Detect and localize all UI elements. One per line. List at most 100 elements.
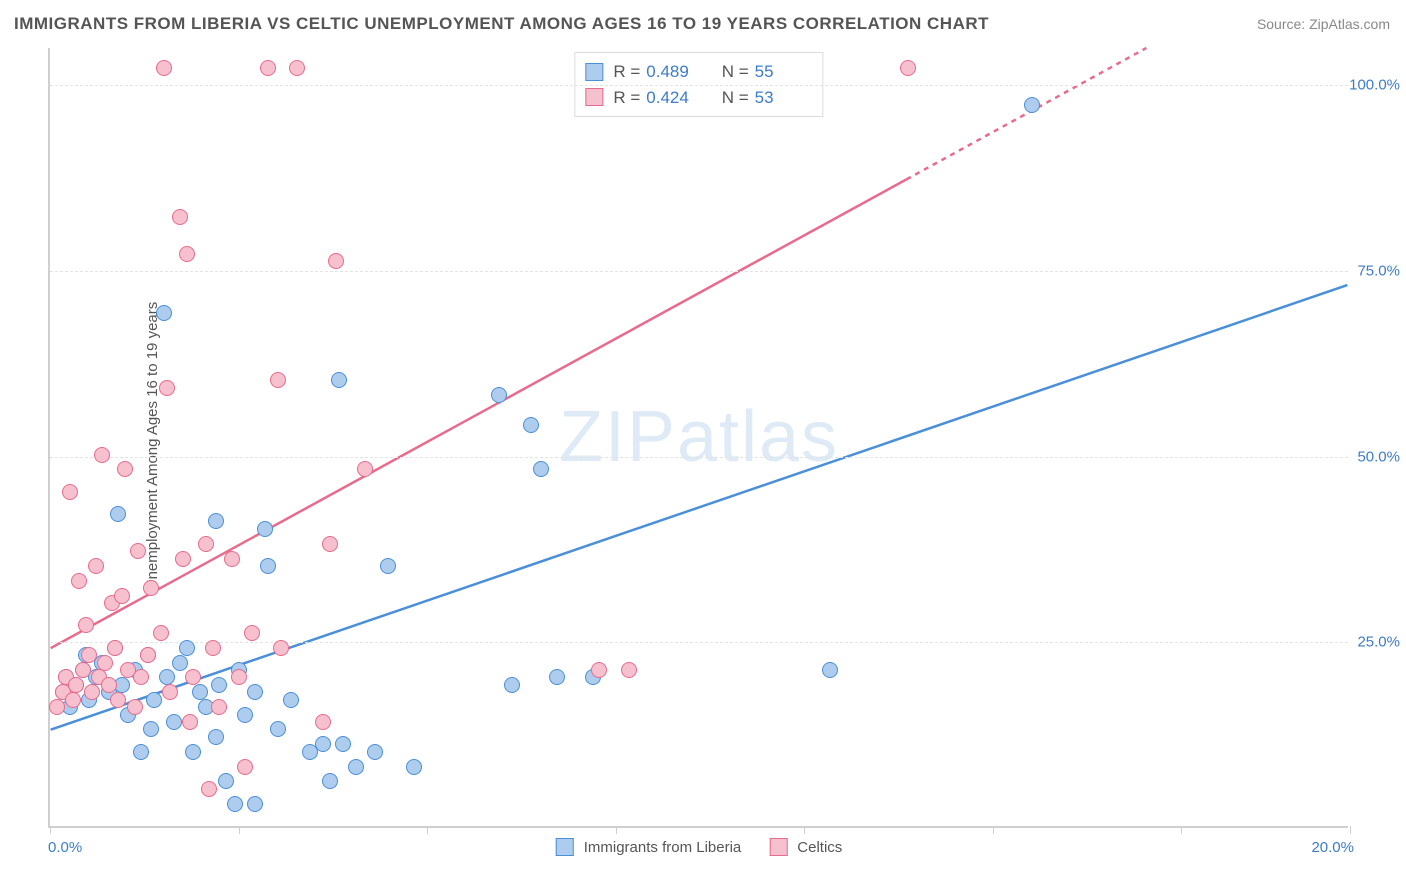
scatter-point-celtics [81, 647, 97, 663]
legend-swatch [556, 838, 574, 856]
scatter-point-liberia [533, 461, 549, 477]
scatter-point-liberia [260, 558, 276, 574]
scatter-point-celtics [328, 253, 344, 269]
scatter-point-liberia [211, 677, 227, 693]
scatter-point-liberia [348, 759, 364, 775]
legend-swatch [769, 838, 787, 856]
scatter-point-celtics [71, 573, 87, 589]
scatter-point-celtics [185, 669, 201, 685]
scatter-point-liberia [227, 796, 243, 812]
gridline [50, 642, 1348, 643]
scatter-point-celtics [153, 625, 169, 641]
scatter-point-celtics [156, 60, 172, 76]
scatter-point-liberia [257, 521, 273, 537]
scatter-point-celtics [198, 536, 214, 552]
scatter-point-celtics [159, 380, 175, 396]
scatter-point-liberia [504, 677, 520, 693]
scatter-point-celtics [224, 551, 240, 567]
plot-area: ZIPatlas R = 0.489 N = 55R = 0.424 N = 5… [48, 48, 1348, 828]
x-tick [804, 826, 805, 834]
scatter-point-celtics [62, 484, 78, 500]
scatter-point-liberia [179, 640, 195, 656]
gridline [50, 457, 1348, 458]
x-tick [1181, 826, 1182, 834]
trend-line-liberia [51, 285, 1348, 730]
y-tick-label: 100.0% [1342, 77, 1400, 94]
scatter-point-celtics [114, 588, 130, 604]
scatter-point-celtics [172, 209, 188, 225]
legend-r-label: R = [613, 85, 640, 111]
scatter-point-celtics [68, 677, 84, 693]
scatter-point-celtics [231, 669, 247, 685]
scatter-point-celtics [201, 781, 217, 797]
scatter-point-celtics [97, 655, 113, 671]
x-tick [427, 826, 428, 834]
chart-title: IMMIGRANTS FROM LIBERIA VS CELTIC UNEMPL… [14, 14, 989, 34]
x-tick [616, 826, 617, 834]
legend-label: Celtics [797, 839, 842, 856]
scatter-point-celtics [133, 669, 149, 685]
x-tick [993, 826, 994, 834]
scatter-point-liberia [192, 684, 208, 700]
scatter-point-celtics [270, 372, 286, 388]
scatter-point-liberia [208, 729, 224, 745]
legend-n-value-liberia: 55 [755, 59, 809, 85]
x-tick [239, 826, 240, 834]
scatter-point-liberia [247, 796, 263, 812]
legend-r-value-liberia: 0.489 [646, 59, 700, 85]
scatter-point-celtics [65, 692, 81, 708]
scatter-point-celtics [49, 699, 65, 715]
scatter-point-celtics [260, 60, 276, 76]
scatter-point-liberia [166, 714, 182, 730]
scatter-point-celtics [78, 617, 94, 633]
scatter-point-celtics [75, 662, 91, 678]
scatter-point-liberia [156, 305, 172, 321]
y-tick-label: 75.0% [1342, 262, 1400, 279]
x-axis-max-label: 20.0% [1311, 839, 1354, 856]
scatter-point-liberia [822, 662, 838, 678]
legend-item: Immigrants from Liberia [556, 838, 742, 856]
trend-line-dashed-celtics [906, 48, 1146, 179]
scatter-point-celtics [621, 662, 637, 678]
scatter-point-liberia [335, 736, 351, 752]
gridline [50, 85, 1348, 86]
scatter-point-liberia [331, 372, 347, 388]
scatter-point-celtics [591, 662, 607, 678]
scatter-point-celtics [182, 714, 198, 730]
scatter-point-liberia [491, 387, 507, 403]
scatter-point-liberia [367, 744, 383, 760]
scatter-point-liberia [146, 692, 162, 708]
legend-n-value-celtics: 53 [755, 85, 809, 111]
scatter-point-celtics [211, 699, 227, 715]
scatter-point-liberia [133, 744, 149, 760]
scatter-point-celtics [84, 684, 100, 700]
legend-item: Celtics [769, 838, 842, 856]
legend-bottom: Immigrants from Liberia Celtics [556, 838, 843, 856]
legend-label: Immigrants from Liberia [584, 839, 742, 856]
scatter-point-celtics [140, 647, 156, 663]
scatter-point-celtics [175, 551, 191, 567]
scatter-point-celtics [110, 692, 126, 708]
scatter-point-liberia [283, 692, 299, 708]
scatter-point-liberia [549, 669, 565, 685]
scatter-point-liberia [143, 721, 159, 737]
legend-n-label: N = [722, 59, 749, 85]
y-tick-label: 50.0% [1342, 448, 1400, 465]
scatter-point-celtics [162, 684, 178, 700]
scatter-point-celtics [88, 558, 104, 574]
scatter-point-liberia [315, 736, 331, 752]
y-tick-label: 25.0% [1342, 634, 1400, 651]
scatter-point-liberia [406, 759, 422, 775]
scatter-point-celtics [900, 60, 916, 76]
scatter-point-celtics [289, 60, 305, 76]
scatter-point-liberia [159, 669, 175, 685]
scatter-point-liberia [172, 655, 188, 671]
scatter-point-liberia [523, 417, 539, 433]
legend-r-value-celtics: 0.424 [646, 85, 700, 111]
gridline [50, 271, 1348, 272]
scatter-point-celtics [237, 759, 253, 775]
scatter-point-celtics [357, 461, 373, 477]
legend-stats-row-celtics: R = 0.424 N = 53 [585, 85, 808, 111]
legend-swatch-liberia [585, 63, 603, 81]
scatter-point-celtics [117, 461, 133, 477]
